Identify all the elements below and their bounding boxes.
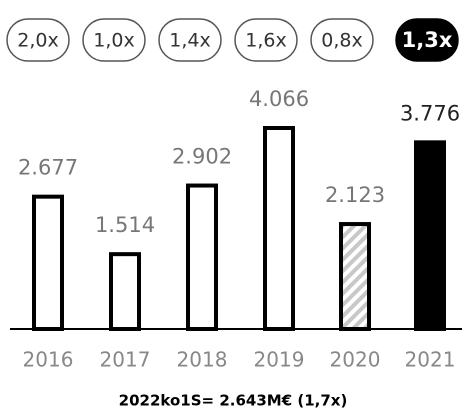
multiple-label: 0,8x	[321, 30, 362, 52]
multiple-label: 1,3x	[402, 28, 453, 52]
x-tick-label: 2016	[23, 348, 74, 372]
value-label: 2.123	[325, 183, 385, 207]
multiple-pill	[395, 18, 459, 62]
x-tick-label: 2018	[177, 348, 228, 372]
multiple-pill	[234, 18, 298, 62]
multiple-label: 1,4x	[169, 30, 210, 52]
bar	[186, 183, 218, 331]
multiple-pill	[158, 18, 222, 62]
bar	[32, 194, 64, 331]
value-label: 4.066	[249, 87, 309, 111]
multiple-label: 1,0x	[93, 30, 134, 52]
annotation: 2022ko1S= 2.643M€ (1,7x)	[119, 392, 348, 410]
x-tick-label: 2019	[254, 348, 305, 372]
value-label: 3.776	[400, 101, 460, 125]
value-label: 1.514	[95, 213, 155, 237]
multiple-pill	[82, 18, 146, 62]
x-tick-label: 2021	[405, 348, 456, 372]
x-tick-label: 2020	[330, 348, 381, 372]
bar	[263, 126, 295, 331]
multiple-pill	[310, 18, 374, 62]
x-tick-label: 2017	[100, 348, 151, 372]
bar	[414, 140, 446, 331]
multiple-label: 1,6x	[245, 30, 286, 52]
multiple-label: 2,0x	[17, 30, 58, 52]
bar	[109, 252, 141, 331]
bar	[339, 222, 371, 331]
value-label: 2.902	[172, 145, 232, 169]
multiple-pill	[6, 18, 70, 62]
value-label: 2.677	[18, 156, 78, 180]
